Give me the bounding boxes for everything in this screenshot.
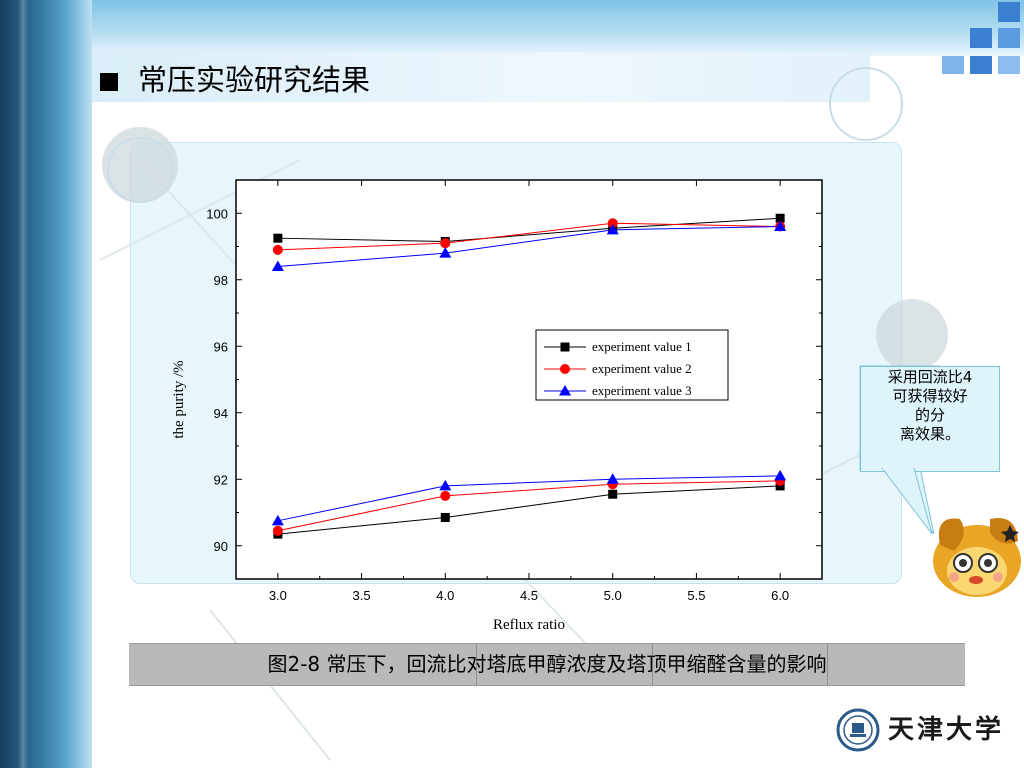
callout-box	[860, 366, 1000, 472]
triangle-marker	[774, 469, 787, 481]
plot-frame	[235, 179, 823, 580]
series-line	[277, 475, 781, 522]
x-tick-label: 5.5	[687, 588, 705, 603]
y-tick-label: 94	[214, 406, 228, 421]
y-tick-label: 98	[214, 273, 228, 288]
y-tick-label: 96	[214, 339, 228, 354]
circle-marker	[272, 244, 283, 255]
legend-circle-marker	[560, 364, 570, 374]
caption-divider	[827, 644, 828, 685]
caption-divider	[652, 644, 653, 685]
y-tick-label: 90	[214, 539, 228, 554]
square-marker	[440, 512, 450, 522]
y-axis-label: the purity /%	[171, 360, 187, 438]
cartoon-mascot-icon	[933, 517, 1021, 597]
top-decor-band	[92, 0, 1024, 56]
square-bullet-icon	[100, 73, 118, 91]
circle-marker	[607, 218, 618, 229]
triangle-marker	[271, 514, 284, 526]
triangle-marker	[606, 223, 619, 235]
triangle-marker	[439, 479, 452, 491]
x-tick-label: 4.5	[520, 588, 538, 603]
series-line	[277, 217, 781, 243]
series-line	[277, 222, 781, 251]
circle-marker	[440, 238, 451, 249]
slide-title: 常压实验研究结果	[100, 58, 370, 102]
square-marker	[273, 233, 283, 243]
x-tick-label: 3.5	[353, 588, 371, 603]
legend-square-marker	[560, 342, 570, 352]
callout-tail	[881, 468, 933, 535]
legend-label: experiment value 1	[592, 339, 692, 354]
y-tick-label: 92	[214, 472, 228, 487]
legend-label: experiment value 2	[592, 361, 692, 376]
left-decor-bar	[0, 0, 92, 768]
triangle-marker	[774, 220, 787, 232]
x-tick-label: 6.0	[771, 588, 789, 603]
series-line	[277, 485, 781, 535]
series-line	[277, 226, 781, 267]
university-logo-text: 天津大学	[888, 715, 1005, 745]
caption-divider	[476, 644, 477, 685]
circle-marker	[272, 525, 283, 536]
plot-area	[236, 180, 822, 579]
legend-triangle-marker	[559, 385, 571, 396]
figure-caption: 图2-8 常压下，回流比对塔底甲醇浓度及塔顶甲缩醛含量的影响	[267, 652, 827, 676]
series-line	[277, 480, 781, 532]
purity-chart: 90 92 94 96 98 100 3.0 3.5 4.0 4.5 5.0 5.5 6.0 experi…	[171, 179, 823, 633]
y-tick-label: 100	[206, 206, 228, 221]
slide-title-text: 常压实验研究结果	[138, 63, 371, 97]
circle-marker	[440, 490, 451, 501]
figure-caption-bar: 图2-8 常压下，回流比对塔底甲醇浓度及塔顶甲缩醛含量的影响	[129, 643, 965, 686]
x-axis-label: Reflux ratio	[493, 617, 565, 633]
triangle-marker	[439, 247, 452, 258]
triangle-marker	[271, 260, 284, 271]
x-tick-label: 4.0	[436, 588, 454, 603]
triangle-marker	[606, 473, 619, 484]
square-marker	[608, 489, 618, 499]
title-band	[92, 52, 870, 102]
x-tick-label: 3.0	[269, 588, 287, 603]
legend-label: experiment value 3	[592, 383, 692, 398]
x-tick-label: 5.0	[604, 588, 622, 603]
university-seal-icon	[836, 708, 880, 752]
square-marker	[775, 213, 785, 223]
callout-text: 采用回流比4 可获得较好 的分 离效果。	[887, 368, 973, 443]
